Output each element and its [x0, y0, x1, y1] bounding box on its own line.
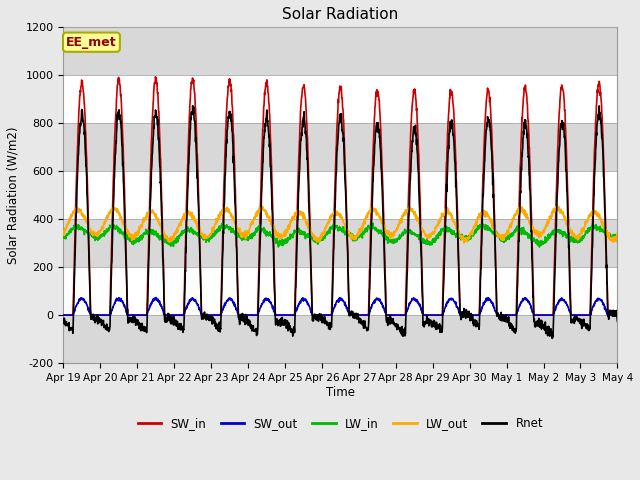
Legend: SW_in, SW_out, LW_in, LW_out, Rnet: SW_in, SW_out, LW_in, LW_out, Rnet [133, 413, 548, 435]
Y-axis label: Solar Radiation (W/m2): Solar Radiation (W/m2) [7, 126, 20, 264]
Text: EE_met: EE_met [66, 36, 116, 48]
Bar [63, 123, 618, 171]
Bar [63, 75, 618, 123]
Title: Solar Radiation: Solar Radiation [282, 7, 399, 22]
X-axis label: Time: Time [326, 385, 355, 398]
Bar [63, 27, 618, 75]
Bar [63, 171, 618, 219]
Bar [63, 267, 618, 315]
Bar [63, 219, 618, 267]
Bar [63, 315, 618, 363]
